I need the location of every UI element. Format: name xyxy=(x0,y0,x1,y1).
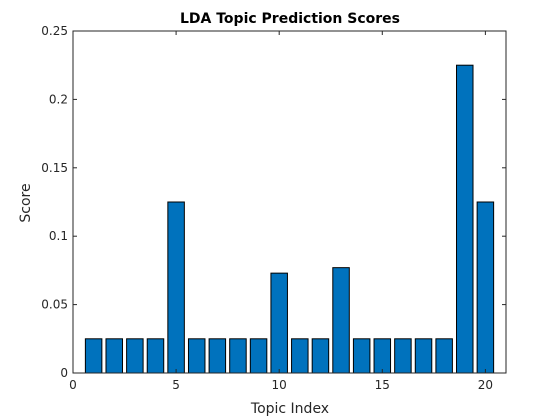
x-axis-label: Topic Index xyxy=(250,401,329,417)
bar-topic-15 xyxy=(373,338,392,374)
bar-topic-14 xyxy=(352,338,371,374)
bar-topic-19 xyxy=(456,64,474,374)
bar-topic-2 xyxy=(105,338,123,374)
bar-topic-7 xyxy=(208,338,227,374)
x-tick-label: 0 xyxy=(69,378,77,392)
x-tick-label: 5 xyxy=(172,378,180,392)
bar-topic-3 xyxy=(126,338,144,374)
bar-topic-18 xyxy=(435,338,453,374)
y-tick-label: 0.05 xyxy=(41,298,68,312)
y-axis-label: Score xyxy=(18,183,34,222)
y-tick-label: 0 xyxy=(60,366,68,380)
bar-topic-17 xyxy=(414,338,433,374)
bar-topic-16 xyxy=(394,338,412,374)
chart-title: LDA Topic Prediction Scores xyxy=(180,11,400,27)
bar-topic-5 xyxy=(167,201,185,374)
x-tick-label: 10 xyxy=(272,378,287,392)
y-tick-label: 0.25 xyxy=(41,24,68,38)
plot-area: 0 5 10 15 20 0 0.05 0.1 0.15 0.2 0.25 xyxy=(41,24,507,392)
y-tick-label: 0.1 xyxy=(49,229,68,243)
bar-topic-12 xyxy=(311,338,330,374)
bar-topic-4 xyxy=(146,338,165,374)
x-tick-label: 20 xyxy=(478,378,493,392)
bar-topic-13 xyxy=(332,267,350,374)
bar-topic-9 xyxy=(249,338,268,374)
bar-topic-11 xyxy=(291,338,309,374)
x-tick-label: 15 xyxy=(375,378,390,392)
axes-box xyxy=(72,30,507,374)
bar-topic-8 xyxy=(229,338,247,374)
bar-topic-1 xyxy=(84,338,103,374)
bar-topic-6 xyxy=(187,338,206,374)
y-tick-label: 0.15 xyxy=(41,161,68,175)
bar-topic-10 xyxy=(270,272,288,374)
bar-topic-20 xyxy=(476,201,495,374)
y-tick-label: 0.2 xyxy=(49,92,68,106)
